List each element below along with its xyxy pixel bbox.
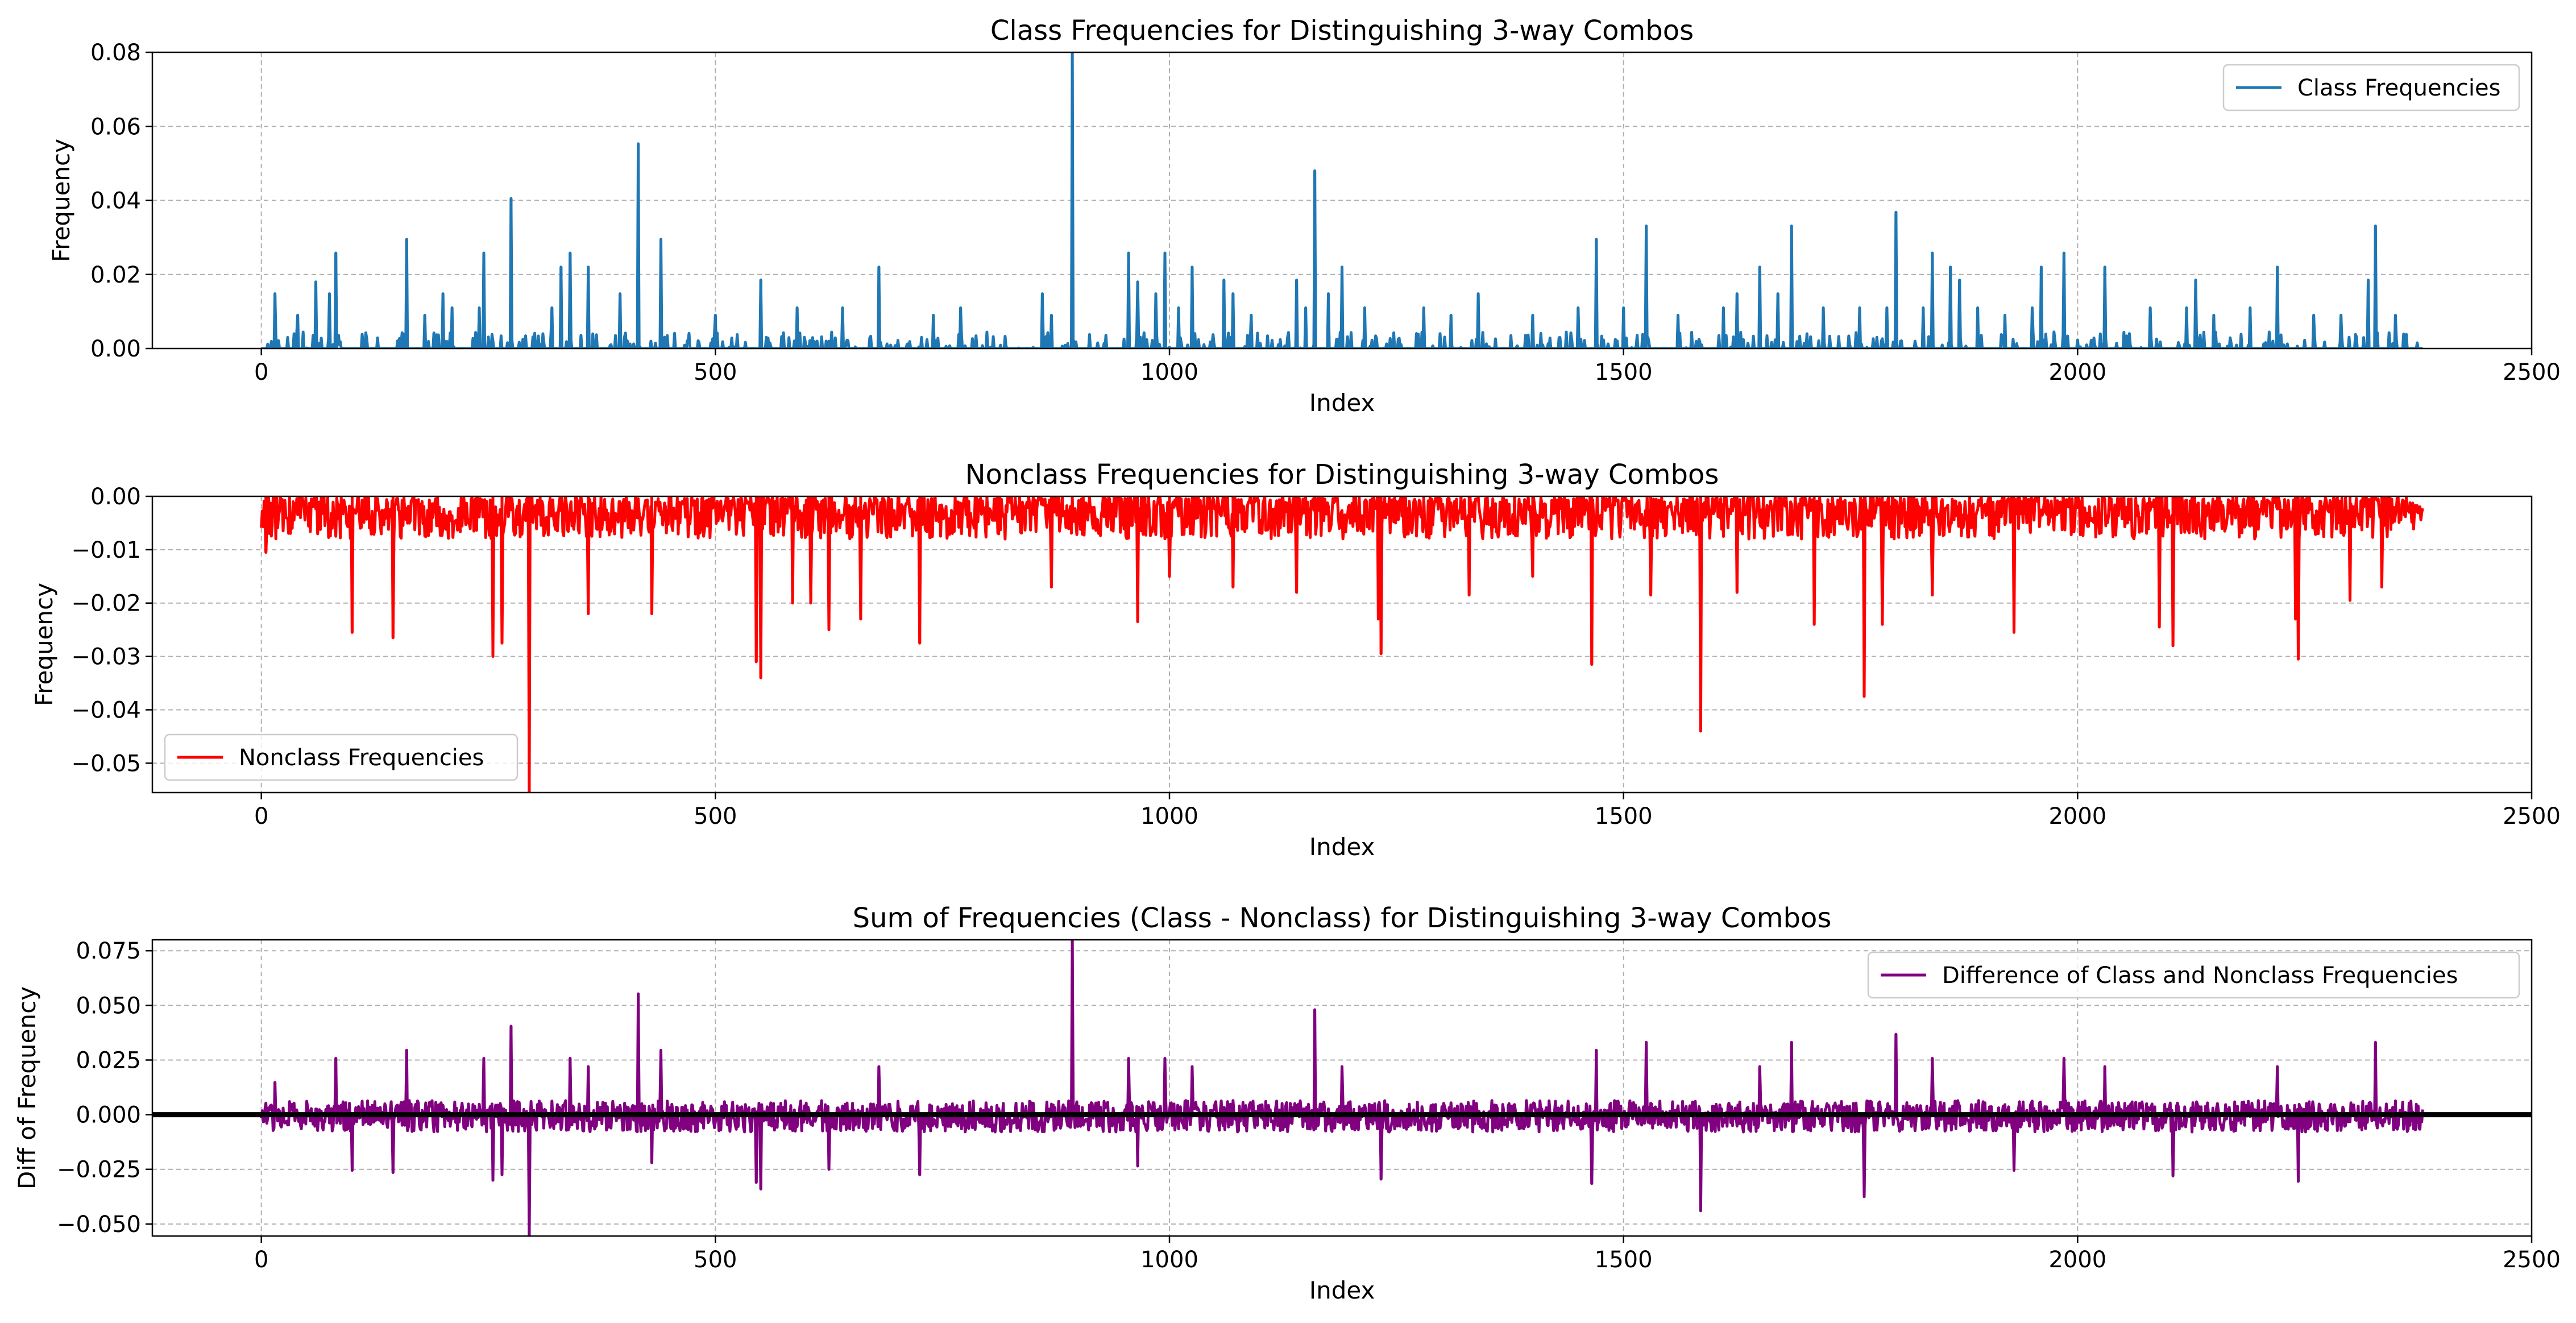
legend-box: [2222, 64, 2520, 111]
y-tick-label: −0.05: [71, 750, 141, 777]
x-axis-label: Index: [1309, 833, 1375, 861]
x-axis-label: Index: [1309, 1276, 1375, 1304]
legend-label: Difference of Class and Nonclass Frequen…: [1942, 963, 2458, 989]
difference-frequencies-chart: 0 500 1000 1500 2000 2500 −0.050 −0.025 0.000 0.0…: [13, 902, 2561, 1304]
axes-frame: [151, 495, 2533, 794]
x-tick-label: 2500: [2503, 359, 2561, 385]
x-tick-label: 2000: [2048, 359, 2106, 385]
y-tick-label: 0.075: [76, 938, 141, 964]
y-tick-label: −0.02: [71, 591, 141, 617]
y-tick-label: 0.02: [90, 262, 141, 288]
axes-frame: [151, 939, 2533, 1237]
x-tick-label: 500: [694, 359, 737, 385]
x-tick-label: 2000: [2048, 1247, 2106, 1273]
series-line: [260, 496, 2424, 793]
y-tick-label: −0.03: [71, 644, 141, 670]
x-tick-label: 2500: [2503, 803, 2561, 830]
legend-label: Class Frequencies: [2297, 75, 2500, 101]
y-axis-label: Frequency: [47, 139, 75, 262]
chart-title: Sum of Frequencies (Class - Nonclass) fo…: [853, 902, 1832, 934]
y-axis-label: Frequency: [30, 583, 58, 706]
x-tick-label: 1500: [1595, 1247, 1653, 1273]
x-tick-label: 0: [254, 359, 268, 385]
x-tick-label: 0: [254, 1247, 268, 1273]
x-tick-label: 0: [254, 803, 268, 830]
y-tick-label: −0.025: [57, 1157, 141, 1183]
legend: Class Frequencies: [2222, 64, 2520, 111]
legend: Nonclass Frequencies: [164, 733, 518, 781]
chart-title: Nonclass Frequencies for Distinguishing …: [965, 459, 1719, 491]
y-tick-label: −0.01: [71, 537, 141, 563]
y-tick-label: 0.000: [76, 1102, 141, 1129]
x-tick-label: 2500: [2503, 1247, 2561, 1273]
legend: Difference of Class and Nonclass Frequen…: [1867, 951, 2520, 999]
chart-title: Class Frequencies for Distinguishing 3-w…: [990, 15, 1694, 47]
y-tick-label: 0.025: [76, 1047, 141, 1073]
legend-label: Nonclass Frequencies: [239, 745, 484, 771]
x-axis-label: Index: [1309, 389, 1375, 417]
x-tick-label: 1000: [1140, 359, 1198, 385]
x-tick-label: 500: [694, 803, 737, 830]
x-tick-label: 500: [694, 1247, 737, 1273]
legend-box: [1867, 951, 2520, 999]
y-tick-label: −0.04: [71, 697, 141, 723]
y-tick-label: 0.06: [90, 114, 141, 140]
x-tick-label: 2000: [2048, 803, 2106, 830]
series-line: [260, 52, 2424, 349]
x-tick-label: 1000: [1140, 1247, 1198, 1273]
y-tick-label: 0.00: [90, 336, 141, 362]
x-tick-label: 1500: [1595, 803, 1653, 830]
y-tick-label: 0.050: [76, 993, 141, 1019]
class-frequencies-chart: 0 500 1000 1500 2000 2500 0.00 0.02 0.04 0.06 0.08…: [47, 15, 2561, 417]
x-tick-label: 1000: [1140, 803, 1198, 830]
y-tick-label: 0.00: [90, 484, 141, 510]
y-axis-label: Diff of Frequency: [13, 986, 41, 1189]
nonclass-frequencies-chart: 0 500 1000 1500 2000 2500 −0.05 −0.04 −0.03 −0.02…: [30, 459, 2561, 861]
legend-box: [164, 733, 518, 781]
y-tick-label: −0.050: [57, 1212, 141, 1238]
x-tick-label: 1500: [1595, 359, 1653, 385]
y-tick-label: 0.08: [90, 40, 141, 66]
y-tick-label: 0.04: [90, 188, 141, 214]
